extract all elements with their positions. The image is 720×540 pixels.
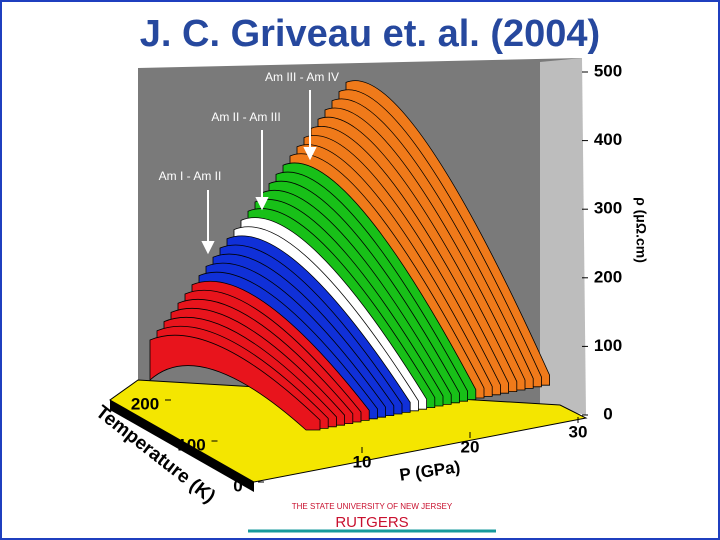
transition-label: Am II - Am III (211, 110, 280, 124)
floor (109, 379, 588, 483)
ribbons (149, 80, 550, 431)
rho-axis-label: ρ (μΩ.cm) (633, 197, 649, 263)
axes: 0 100 200 300 400 500 0 100 200 10 20 30 (131, 61, 622, 495)
plot-3d: Am III - Am IV Am II - Am III Am I - Am … (109, 58, 588, 492)
pressure-tick-label: 10 (353, 452, 372, 471)
footer-name: RUTGERS (335, 514, 408, 531)
pressure-tick-label: 20 (461, 437, 480, 456)
arrow-head (255, 197, 269, 211)
arrow-head (201, 241, 215, 255)
rho-tick-label: 500 (594, 61, 622, 80)
side-wall (540, 58, 586, 415)
pressure-tick-label: 30 (569, 422, 588, 441)
temperature-tick-label: 100 (177, 435, 205, 454)
transition-label: Am III - Am IV (265, 70, 339, 84)
footer-university: THE STATE UNIVERSITY OF NEW JERSEY (292, 502, 453, 511)
rho-tick-label: 200 (594, 267, 622, 286)
rho-tick-label: 100 (594, 336, 622, 355)
rho-tick-label: 300 (594, 199, 622, 218)
slide-title: J. C. Griveau et. al. (2004) (140, 13, 600, 55)
floor-edge (110, 400, 254, 492)
transition-label: Am I - Am II (159, 169, 222, 183)
transition-arrows (201, 90, 317, 255)
ribbon (149, 334, 321, 431)
temperature-tick-label: 200 (131, 394, 159, 413)
rho-tick-label: 400 (594, 130, 622, 149)
arrow-head (303, 147, 317, 161)
temperature-tick-label: 0 (233, 476, 242, 495)
rho-tick-label: 0 (603, 404, 612, 423)
